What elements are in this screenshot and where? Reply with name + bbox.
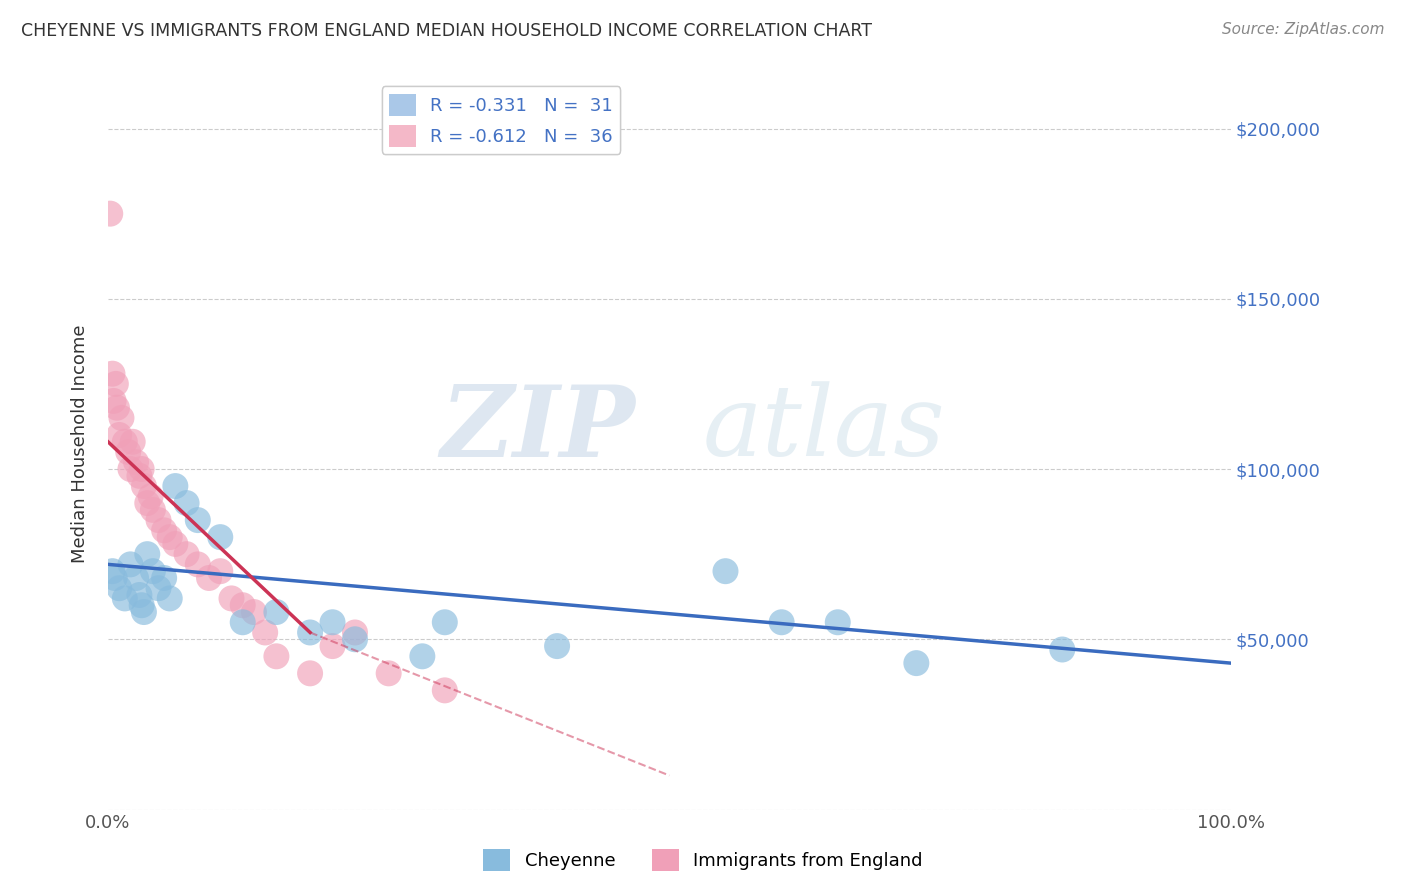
Point [110,411,132,425]
Text: Source: ZipAtlas.com: Source: ZipAtlas.com [1222,22,1385,37]
Point [266,605,288,619]
Point [142,564,165,578]
Point [1052,642,1074,657]
Point [104,376,127,391]
Point [131,599,153,613]
Point [165,479,187,493]
Point [120,462,142,476]
Point [546,639,568,653]
Point [101,367,124,381]
Point [905,656,928,670]
Point [343,625,366,640]
Point [433,683,456,698]
Point [243,605,266,619]
Text: atlas: atlas [703,381,946,476]
Point [209,564,232,578]
Point [121,434,143,449]
Point [104,571,127,585]
Point [322,615,344,630]
Point [125,455,148,469]
Point [827,615,849,630]
Point [101,564,124,578]
Point [108,428,131,442]
Point [187,558,209,572]
Point [343,632,366,647]
Point [187,513,209,527]
Point [114,591,136,606]
Legend: Cheyenne, Immigrants from England: Cheyenne, Immigrants from England [477,842,929,879]
Point [142,503,165,517]
Point [103,393,125,408]
Point [128,468,150,483]
Point [198,571,221,585]
Point [148,581,170,595]
Point [98,207,121,221]
Point [209,530,232,544]
Point [176,496,198,510]
Point [132,605,155,619]
Point [770,615,793,630]
Point [105,401,128,415]
Text: ZIP: ZIP [440,381,636,477]
Legend: R = -0.331   N =  31, R = -0.612   N =  36: R = -0.331 N = 31, R = -0.612 N = 36 [381,87,620,154]
Point [120,558,142,572]
Point [131,462,153,476]
Point [139,489,162,503]
Point [132,479,155,493]
Point [128,588,150,602]
Point [176,547,198,561]
Point [299,666,322,681]
Point [148,513,170,527]
Point [254,625,277,640]
Point [299,625,322,640]
Y-axis label: Median Household Income: Median Household Income [72,324,89,563]
Point [117,445,139,459]
Point [232,599,254,613]
Point [221,591,243,606]
Point [153,524,176,538]
Point [153,571,176,585]
Point [159,591,181,606]
Point [136,496,159,510]
Point [136,547,159,561]
Point [433,615,456,630]
Point [114,434,136,449]
Point [377,666,399,681]
Point [165,537,187,551]
Point [411,649,433,664]
Point [125,571,148,585]
Point [322,639,344,653]
Point [159,530,181,544]
Point [108,581,131,595]
Point [232,615,254,630]
Point [714,564,737,578]
Text: CHEYENNE VS IMMIGRANTS FROM ENGLAND MEDIAN HOUSEHOLD INCOME CORRELATION CHART: CHEYENNE VS IMMIGRANTS FROM ENGLAND MEDI… [21,22,872,40]
Point [266,649,288,664]
